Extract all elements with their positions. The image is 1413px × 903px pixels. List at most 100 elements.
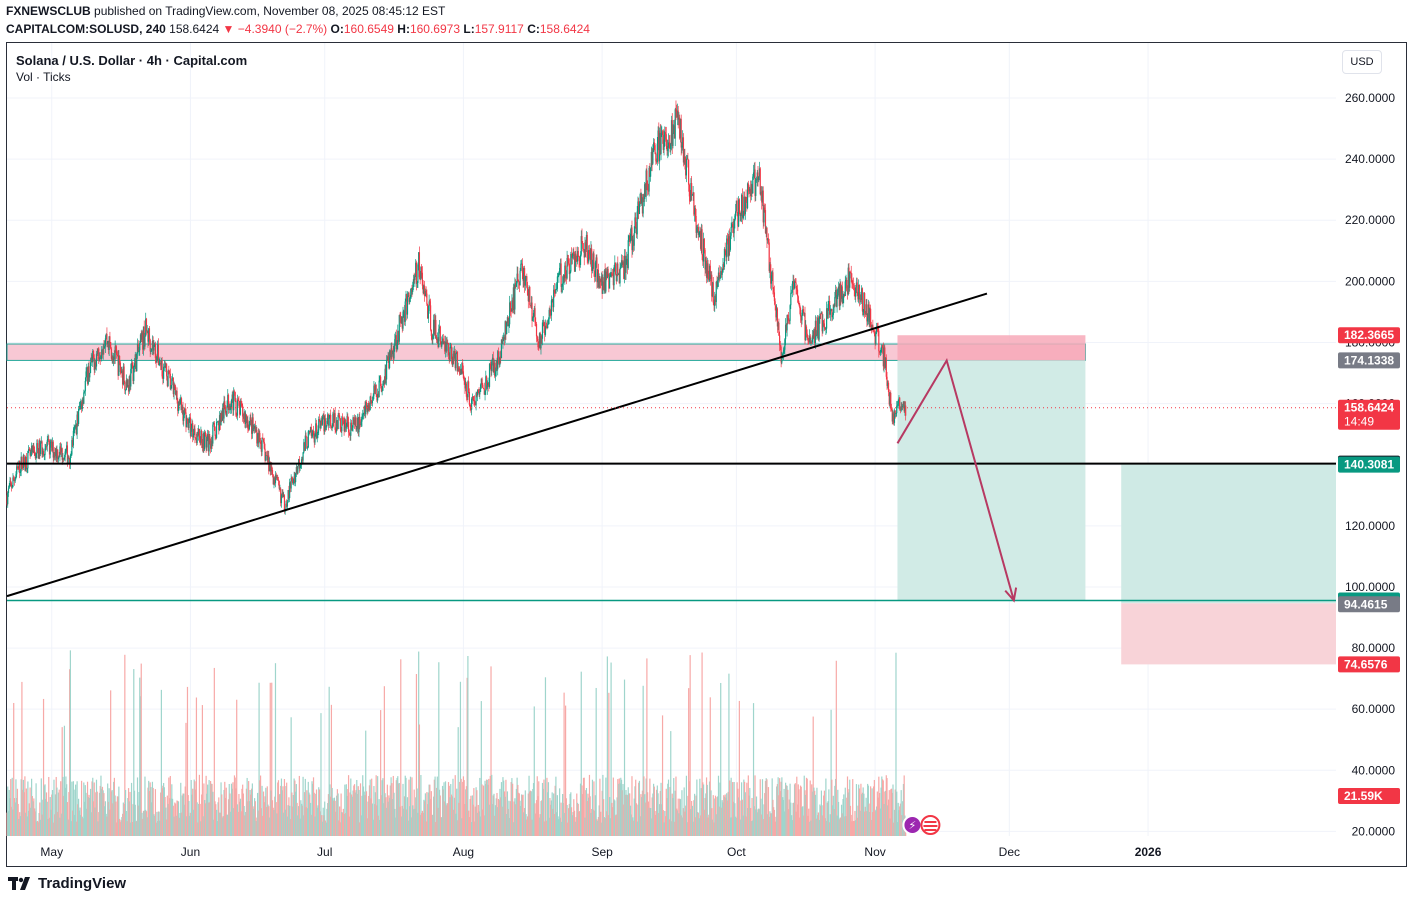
volume-bar: [23, 792, 25, 836]
volume-bar: [273, 809, 275, 836]
volume-bar: [212, 791, 214, 836]
volume-bar: [887, 799, 890, 836]
candle-body: [501, 339, 503, 345]
volume-bar: [820, 790, 823, 836]
volume-bar: [293, 778, 295, 836]
candle-body: [830, 309, 832, 312]
candle-body: [730, 226, 732, 236]
candle-body: [897, 401, 899, 405]
volume-bar: [69, 669, 71, 836]
candle-body: [359, 424, 362, 426]
volume-bar: [164, 797, 166, 836]
candle-body: [388, 356, 390, 369]
candle-body: [116, 349, 118, 355]
volume-legend[interactable]: Vol · Ticks: [16, 70, 71, 84]
tradingview-logo[interactable]: TradingView: [8, 875, 126, 892]
candle-body: [476, 389, 479, 396]
volume-bar: [626, 795, 629, 836]
candle-body: [224, 401, 226, 407]
candle-body: [132, 365, 134, 381]
candle-body: [376, 394, 378, 401]
candle-body: [321, 419, 323, 425]
volume-bar: [250, 794, 252, 836]
volume-bar: [120, 820, 122, 836]
candle-body: [225, 412, 227, 416]
candle-body: [252, 417, 254, 429]
candle-body: [686, 158, 688, 160]
candle-body: [36, 443, 38, 454]
volume-bar: [136, 777, 139, 836]
chart-title[interactable]: Solana / U.S. Dollar · 4h · Capital.com: [16, 53, 248, 68]
currency-button[interactable]: USD: [1342, 50, 1382, 74]
candle-body: [745, 196, 747, 201]
candle-body: [312, 430, 315, 436]
volume-bar: [348, 816, 350, 836]
price-label-text: 158.6424: [1344, 401, 1394, 415]
volume-bar: [658, 812, 660, 836]
volume-bar: [623, 804, 625, 836]
volume-bar: [486, 779, 488, 836]
volume-bar: [12, 809, 14, 836]
candle-body: [582, 243, 584, 249]
candle-body: [723, 264, 725, 267]
candle-body: [467, 381, 469, 398]
volume-bar: [374, 792, 377, 836]
volume-bar: [558, 819, 560, 836]
candle-body: [579, 254, 582, 265]
candle-body: [854, 290, 856, 297]
volume-bar: [566, 805, 568, 836]
candle-body: [330, 415, 332, 427]
candle-body: [603, 270, 605, 290]
volume-bar: [762, 819, 764, 836]
volume-bar: [768, 816, 770, 836]
volume-bar: [347, 789, 349, 836]
volume-bar: [739, 800, 741, 836]
candle-body: [591, 248, 593, 271]
candle-body: [609, 276, 611, 277]
candle-body: [421, 267, 423, 273]
candle-body: [420, 267, 422, 280]
candle-body: [852, 283, 854, 285]
candle-body: [315, 423, 317, 435]
volume-bar: [804, 790, 806, 836]
candle-body: [718, 272, 720, 279]
candle-body: [301, 459, 303, 461]
volume-bar: [72, 810, 74, 836]
candle-body: [438, 328, 440, 348]
volume-bar: [268, 806, 270, 836]
volume-bar: [665, 788, 667, 836]
volume-bar: [191, 794, 193, 836]
candle-body: [401, 316, 403, 329]
author-name[interactable]: FXNEWSCLUB: [6, 4, 91, 18]
candle-body: [66, 445, 68, 451]
candle-body: [534, 308, 536, 323]
candle-body: [87, 366, 89, 384]
candle-body: [773, 292, 776, 302]
candle-body: [394, 335, 397, 340]
volume-bar: [256, 817, 258, 836]
volume-bar: [443, 782, 445, 836]
candle-body: [114, 346, 116, 360]
volume-bar: [306, 790, 308, 836]
candle-body: [647, 185, 649, 191]
volume-bar: [794, 783, 796, 836]
candle-body: [352, 417, 354, 428]
volume-bar: [735, 816, 737, 836]
volume-bar: [639, 816, 641, 836]
candle-body: [165, 363, 167, 368]
candle-body: [806, 333, 808, 338]
candle-body: [543, 322, 545, 327]
candle-body: [306, 436, 308, 449]
candle-body: [722, 264, 724, 273]
price-label-text: 94.4615: [1344, 597, 1388, 611]
volume-bar: [671, 793, 673, 836]
candle-body: [617, 274, 620, 276]
candle-body: [311, 433, 313, 436]
candle-body: [365, 401, 367, 415]
candle-body: [446, 342, 448, 352]
volume-bar: [805, 794, 807, 836]
volume-bar: [376, 805, 378, 836]
candle-body: [747, 183, 749, 191]
candle-body: [520, 263, 523, 265]
